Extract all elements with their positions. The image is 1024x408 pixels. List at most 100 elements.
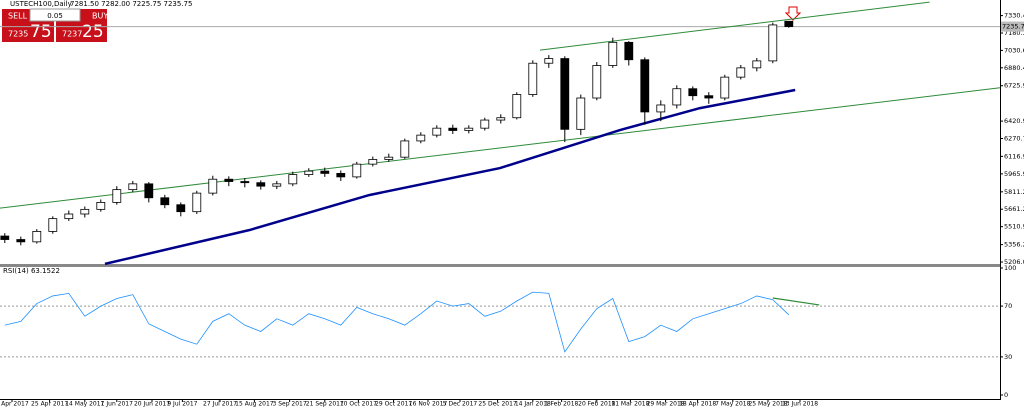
current-price-label: 7235.75 <box>1002 23 1024 31</box>
y-tick-label: 6116.90 <box>1004 152 1024 160</box>
candle-body <box>672 88 682 106</box>
x-tick-label: 14 Jan 2018 <box>515 401 551 408</box>
candle-body <box>144 183 154 199</box>
x-tick-label: 25 Apr 2017 <box>31 401 68 408</box>
buy-label: BUY <box>92 12 108 21</box>
x-tick-label: 1 Feb 2018 <box>545 401 579 408</box>
candle-body <box>464 127 474 131</box>
bid-big: 7235 <box>8 30 28 39</box>
moving-average <box>104 88 796 266</box>
candle-body <box>272 183 282 187</box>
candle-body <box>656 104 666 113</box>
y-tick-label: 5206.05 <box>1004 258 1024 266</box>
candle-body <box>336 173 346 178</box>
y-tick-label: 6880.45 <box>1004 64 1024 72</box>
candle-body <box>304 170 314 175</box>
x-tick-label: 25 Dec 2017 <box>478 401 517 408</box>
y-tick-label: 6270.75 <box>1004 135 1024 143</box>
rsi-line <box>4 291 790 353</box>
candle-body <box>416 134 426 142</box>
y-tick-label: 0 <box>1004 391 1008 399</box>
candle-body <box>240 181 250 184</box>
candle-body <box>208 178 218 194</box>
candle-body <box>48 218 58 232</box>
x-tick-label: 3 Sep 2017 <box>272 401 306 408</box>
y-tick-label: 7180.30 <box>1004 29 1024 37</box>
candle-body <box>624 41 634 61</box>
candle-body <box>352 163 362 178</box>
rsi-trendline <box>772 297 820 306</box>
candle-body <box>400 140 410 158</box>
candle-body <box>320 170 330 174</box>
bid-small: 75 <box>30 22 52 42</box>
candle-body <box>704 95 714 99</box>
price-pane <box>0 0 1000 264</box>
sell-label: SELL <box>8 12 28 21</box>
y-tick-label: 5965.90 <box>1004 170 1024 178</box>
x-tick-label: 7 May 2018 <box>715 401 750 408</box>
x-tick-label: 29 Mar 2018 <box>647 401 685 408</box>
x-tick-label: 16 Nov 2017 <box>409 401 448 408</box>
x-tick-label: 21 Sep 2017 <box>306 401 344 408</box>
x-tick-label: 18 Apr 2018 <box>679 401 716 408</box>
x-tick-label: 14 May 2017 <box>65 401 104 408</box>
trendline <box>0 87 1000 209</box>
trendline <box>539 1 930 51</box>
x-tick-label: 5 Dec 2017 <box>443 401 478 408</box>
candle-body <box>368 159 378 165</box>
sell-signal-arrow <box>784 6 802 21</box>
candle-body <box>112 189 122 203</box>
y-tick-label: 7030.60 <box>1004 46 1024 54</box>
x-tick-label: 10 Oct 2017 <box>340 401 377 408</box>
candle-body <box>688 88 698 97</box>
symbol-title: USTECH100,Daily <box>10 0 72 8</box>
x-tick-label: 27 Jul 2017 <box>203 401 237 408</box>
rsi-title: RSI(14) 63.1522 <box>3 267 60 275</box>
x-tick-label: 13 Jun 2018 <box>782 401 818 408</box>
candle-body <box>576 97 586 130</box>
x-tick-label: 1 Jun 2017 <box>101 401 133 408</box>
ask-small: 25 <box>82 22 104 42</box>
y-tick-label: 5811.20 <box>1004 188 1024 196</box>
x-tick-label: 29 Oct 2017 <box>375 401 412 408</box>
candle-body <box>64 213 74 220</box>
x-tick-label: 11 Mar 2018 <box>611 401 649 408</box>
candle-body <box>512 94 522 119</box>
x-tick-label: 5 Apr 2017 <box>0 401 29 408</box>
y-tick-label: 5661.25 <box>1004 205 1024 213</box>
candle-body <box>176 204 186 213</box>
candle-body <box>592 65 602 99</box>
candle-body <box>96 202 106 210</box>
candle-body <box>528 62 538 95</box>
candle-body <box>80 208 90 215</box>
candle-body <box>736 67 746 78</box>
candle-body <box>432 127 442 136</box>
y-tick-label: 5356.20 <box>1004 241 1024 249</box>
lot-field[interactable] <box>29 8 81 22</box>
x-tick-label: 25 May 2018 <box>748 401 787 408</box>
candle-body <box>32 231 42 243</box>
candle-body <box>384 156 394 160</box>
lot-value: 0.05 <box>47 12 63 20</box>
candle-body <box>448 127 458 131</box>
candle-body <box>768 24 778 62</box>
y-tick-label: 5510.90 <box>1004 223 1024 231</box>
candle-body <box>544 58 554 64</box>
candle-body <box>224 178 234 182</box>
y-tick-label: 30 <box>1004 353 1012 361</box>
candle-body <box>288 174 298 185</box>
candle-body <box>0 235 10 240</box>
candle-body <box>784 20 794 27</box>
ohlc-label: 7281.50 7282.00 7225.75 7235.75 <box>70 0 192 8</box>
candle-body <box>720 76 730 99</box>
candle-body <box>640 59 650 113</box>
candle-body <box>480 119 490 129</box>
ask-big: 7237 <box>62 30 82 39</box>
y-tick-label: 6725.90 <box>1004 82 1024 90</box>
y-tick-label: 7330.45 <box>1004 12 1024 20</box>
x-tick-label: 20 Feb 2018 <box>578 401 616 408</box>
current-price-box <box>1001 21 1024 32</box>
candle-body <box>560 58 570 130</box>
candle-body <box>752 60 762 69</box>
